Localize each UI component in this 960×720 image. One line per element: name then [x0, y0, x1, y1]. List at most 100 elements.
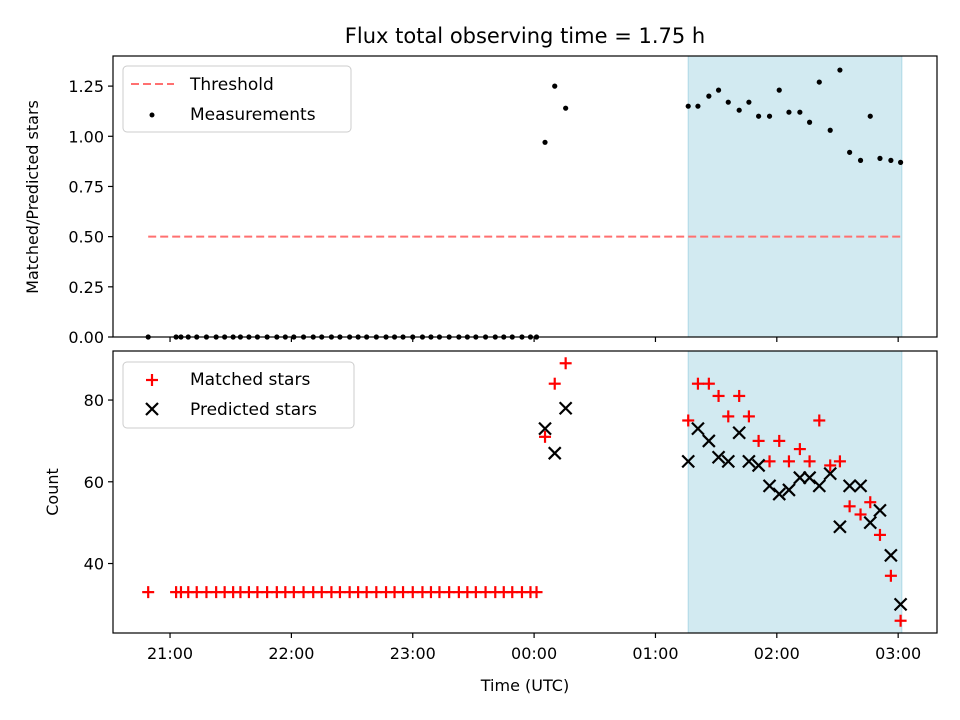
matched-star-point [793, 443, 806, 456]
predicted-star-point [681, 454, 696, 469]
predicted-star-point [691, 421, 705, 436]
matched-star-point [864, 496, 877, 509]
predicted-star-point [833, 519, 847, 534]
predicted-star-point [558, 401, 573, 415]
measurements-legend-label: Measurements [190, 105, 316, 125]
predicted-star-point [893, 597, 908, 612]
predicted-star-point [812, 479, 827, 493]
top-shaded-region [687, 55, 903, 338]
measurement-point [837, 67, 843, 73]
matched-star-point [682, 414, 695, 427]
x-axis-label: Time (UTC) [480, 676, 569, 695]
bottom-legend: Matched stars Predicted stars [122, 361, 355, 429]
xtick-label: 02:00 [754, 644, 800, 663]
matched-star-point [702, 377, 715, 390]
xtick-label: 01:00 [632, 644, 678, 663]
matched-star-point [843, 500, 856, 513]
measurement-point [542, 139, 548, 145]
top-ytick-label: 0.00 [68, 328, 104, 347]
top-ytick-label: 1.25 [68, 77, 104, 96]
bottom-y-axis-label: Count [43, 468, 62, 516]
top-ytick-label: 0.25 [68, 278, 104, 297]
bottom-shaded-region [687, 350, 903, 634]
measurement-point [877, 155, 883, 161]
matched-star-point [742, 410, 755, 423]
matched-star-point [773, 434, 786, 447]
bottom-panel: 40 60 80 21:00 22:00 23:00 00:00 01:00 02:00 03:… [43, 350, 938, 695]
bottom-plot-marks [142, 357, 908, 627]
top-y-axis-label: Matched/Predicted stars [23, 100, 42, 294]
xtick-label: 22:00 [268, 644, 314, 663]
bottom-axes-frame [112, 350, 938, 634]
threshold-legend-label: Threshold [189, 75, 274, 95]
matched-star-point [733, 389, 746, 402]
measurement-point [563, 105, 569, 111]
measurement-point [552, 83, 558, 89]
predicted-star-point [732, 425, 746, 440]
measurement-point [827, 127, 833, 133]
predicted-star-point [853, 479, 868, 493]
matched-star-point [712, 389, 725, 402]
matched-star-point [813, 414, 826, 427]
predicted-star-point [538, 421, 552, 436]
predicted-legend-label: Predicted stars [190, 400, 317, 420]
predicted-star-point [863, 515, 878, 530]
predicted-star-point [884, 548, 898, 563]
measurement-point [685, 103, 691, 109]
measurement-point [736, 107, 742, 113]
top-ytick-label: 1.00 [68, 127, 104, 146]
measurement-point [756, 113, 762, 119]
predicted-star-point [751, 458, 766, 473]
matched-star-point [803, 455, 816, 468]
measurement-point [695, 103, 701, 109]
top-ytick-label: 0.75 [68, 177, 104, 196]
predicted-star-point [547, 446, 562, 460]
predicted-star-point [742, 454, 756, 469]
top-axes-frame [112, 55, 938, 338]
top-panel: 0.00 0.25 0.50 0.75 1.00 1.25 Matched/Predict… [23, 55, 938, 347]
measurement-point [806, 119, 813, 125]
matched-star-point [722, 410, 735, 423]
measurement-point [715, 87, 722, 93]
matched-star-point [782, 455, 795, 468]
predicted-star-point [823, 466, 837, 481]
matched-star-point [142, 586, 155, 599]
bottom-y-ticks: 40 60 80 [84, 391, 113, 574]
bottom-ytick-label: 80 [84, 391, 104, 410]
matched-star-point [854, 508, 867, 521]
matched-star-point [894, 614, 907, 627]
top-x-ticks [169, 337, 899, 342]
bottom-ytick-label: 60 [84, 473, 104, 492]
measurements-legend-swatch [149, 112, 155, 118]
predicted-star-point [793, 470, 807, 485]
measurement-point [797, 109, 803, 115]
measurement-point [706, 93, 712, 99]
measurement-point [766, 113, 773, 119]
predicted-star-point [782, 483, 796, 497]
measurement-point [816, 79, 822, 85]
predicted-legend-swatch [145, 402, 159, 416]
matched-star-point [752, 434, 765, 447]
matched-star-point [539, 430, 552, 443]
predicted-star-point [711, 450, 726, 465]
xtick-label: 00:00 [511, 644, 557, 663]
measurement-point [725, 99, 731, 105]
predicted-star-point [842, 479, 857, 493]
bottom-ytick-label: 40 [84, 555, 104, 574]
measurement-point [857, 157, 864, 163]
matched-star-point [833, 455, 846, 468]
matched-star-point [824, 459, 837, 472]
matched-legend-swatch [146, 374, 158, 386]
measurement-point [786, 109, 792, 115]
xtick-label: 23:00 [390, 644, 436, 663]
chart-title: Flux total observing time = 1.75 h [345, 24, 705, 48]
matched-star-point [559, 357, 572, 370]
xtick-label: 03:00 [875, 644, 921, 663]
measurement-point [847, 149, 853, 155]
matched-star-point [763, 455, 776, 468]
predicted-star-point [721, 454, 736, 469]
top-y-ticks: 0.00 0.25 0.50 0.75 1.00 1.25 [68, 77, 113, 347]
matched-star-point [873, 528, 886, 541]
matched-star-point [548, 377, 561, 390]
